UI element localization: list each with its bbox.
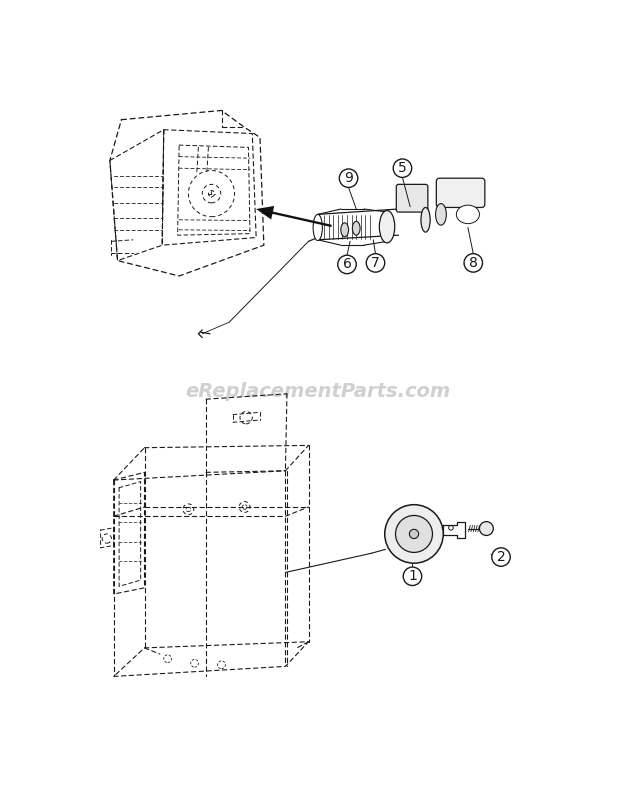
Text: 5: 5 [398, 162, 407, 175]
Circle shape [479, 522, 494, 535]
Text: 7: 7 [371, 256, 380, 270]
Ellipse shape [341, 223, 348, 237]
FancyArrow shape [256, 206, 332, 227]
Text: eReplacementParts.com: eReplacementParts.com [185, 382, 450, 401]
FancyBboxPatch shape [436, 178, 485, 208]
Circle shape [464, 253, 482, 272]
Text: 6: 6 [343, 257, 352, 272]
FancyBboxPatch shape [396, 185, 428, 212]
Ellipse shape [436, 204, 446, 225]
Text: 1: 1 [408, 569, 417, 583]
Circle shape [393, 159, 412, 177]
Circle shape [338, 255, 356, 274]
Circle shape [366, 253, 385, 272]
Circle shape [492, 548, 510, 566]
Ellipse shape [456, 205, 479, 223]
Text: 2: 2 [497, 550, 505, 564]
Ellipse shape [352, 221, 360, 235]
Circle shape [403, 567, 422, 585]
Circle shape [409, 529, 419, 539]
Ellipse shape [379, 211, 395, 243]
Ellipse shape [421, 208, 430, 232]
Text: 8: 8 [469, 256, 478, 270]
Circle shape [396, 516, 433, 553]
Ellipse shape [313, 215, 322, 241]
Circle shape [385, 505, 443, 563]
Circle shape [339, 169, 358, 188]
Text: 9: 9 [344, 171, 353, 185]
